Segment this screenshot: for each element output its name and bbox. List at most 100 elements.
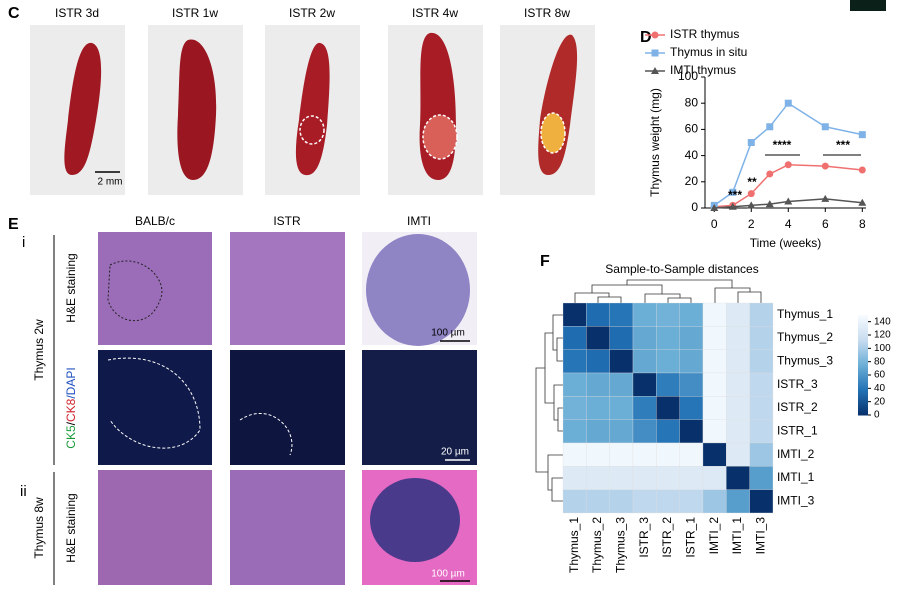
heatmap-cell bbox=[656, 302, 680, 327]
micrographs bbox=[98, 232, 477, 585]
marker bbox=[728, 202, 737, 210]
row-group: Thymus 2w bbox=[32, 319, 46, 381]
heatmap-cell bbox=[609, 419, 634, 444]
image-fragment bbox=[850, 0, 886, 11]
column-label: IMTI_2 bbox=[707, 517, 721, 555]
stain-label: H&E staining bbox=[64, 493, 78, 562]
y-axis-label: Thymus weight (mg) bbox=[648, 88, 662, 197]
marker bbox=[766, 123, 774, 131]
row-label: Thymus_2 bbox=[777, 330, 833, 344]
colorbar-segment bbox=[858, 341, 868, 344]
heatmap-cell bbox=[586, 349, 610, 374]
colorbar-segment bbox=[858, 383, 868, 386]
heatmap-cell bbox=[679, 419, 704, 444]
heatmap-cell bbox=[656, 466, 680, 490]
colorbar-segment bbox=[858, 411, 868, 414]
colorbar-label: 120 bbox=[874, 330, 891, 341]
colorbar-label: 60 bbox=[874, 370, 886, 381]
colorbar-segment bbox=[858, 393, 868, 396]
colorbar-segment bbox=[858, 403, 868, 406]
heatmap-cell bbox=[632, 349, 657, 374]
legend-label: IMTI thymus bbox=[670, 63, 736, 77]
column-label: Thymus_2 bbox=[590, 517, 604, 573]
colorbar-segment bbox=[858, 361, 868, 364]
colorbar-segment bbox=[858, 401, 868, 404]
heatmap-cell bbox=[702, 349, 727, 374]
marker bbox=[821, 123, 829, 131]
heatmap-cell bbox=[562, 419, 587, 444]
heatmap-cell bbox=[656, 372, 680, 397]
colorbar-segment bbox=[858, 343, 868, 346]
marker bbox=[766, 170, 774, 178]
heatmap-cell bbox=[586, 396, 610, 420]
colorbar-segment bbox=[858, 397, 868, 400]
heatmap-cell bbox=[726, 302, 750, 327]
colorbar-segment bbox=[858, 335, 868, 338]
heatmap-cell bbox=[609, 302, 634, 327]
stain-part: /DAPI bbox=[64, 367, 78, 398]
panel-label: E bbox=[8, 216, 19, 233]
heatmap-cell bbox=[726, 419, 750, 444]
heatmap-cell bbox=[609, 326, 634, 350]
heatmap-cell bbox=[702, 396, 727, 420]
heatmap-cell bbox=[749, 302, 774, 327]
colorbar-segment bbox=[858, 385, 868, 388]
heatmap-cell bbox=[632, 372, 657, 397]
heatmap-cell bbox=[562, 442, 587, 467]
heatmap-cell bbox=[586, 419, 610, 444]
heatmap-cell bbox=[586, 466, 610, 490]
colorbar-segment bbox=[858, 315, 868, 318]
colorbar-segment bbox=[858, 351, 868, 354]
y-tick-label: 40 bbox=[685, 148, 699, 162]
heatmap-cell bbox=[726, 349, 750, 374]
heatmap-cell bbox=[702, 419, 727, 444]
marker bbox=[729, 188, 737, 196]
colorbar-segment bbox=[858, 369, 868, 372]
heatmap-cell bbox=[656, 326, 680, 350]
colorbar-segment bbox=[858, 355, 868, 358]
colorbar-segment bbox=[858, 407, 868, 410]
marker bbox=[858, 131, 866, 139]
colorbar-segment bbox=[858, 363, 868, 366]
column-title: BALB/c bbox=[135, 214, 175, 228]
row-marker: i bbox=[22, 234, 25, 251]
heatmap-cell bbox=[679, 326, 704, 350]
significance: ** bbox=[747, 175, 757, 189]
row-group: Thymus 8w bbox=[32, 497, 46, 559]
marker bbox=[784, 197, 793, 205]
photo bbox=[265, 25, 360, 195]
colorbar-segment bbox=[858, 373, 868, 376]
photo bbox=[30, 25, 125, 195]
heatmap-cell bbox=[749, 396, 774, 420]
column-label: ISTR_2 bbox=[660, 517, 674, 558]
heatmap-cell bbox=[679, 466, 704, 490]
row-marker: ii bbox=[20, 483, 27, 500]
colorbar-segment bbox=[858, 359, 868, 362]
colorbar-segment bbox=[858, 391, 868, 394]
stain-part: CK8 bbox=[64, 398, 78, 422]
scale-text: 100 µm bbox=[431, 569, 465, 580]
heatmap-cell bbox=[586, 326, 610, 350]
significance: *** bbox=[836, 138, 850, 152]
x-tick-label: 4 bbox=[785, 217, 792, 231]
y-tick-label: 100 bbox=[678, 69, 698, 83]
column-label: ISTR_3 bbox=[637, 517, 651, 558]
y-tick-label: 60 bbox=[685, 122, 699, 136]
heatmap-cell bbox=[609, 349, 634, 374]
heatmap-cell bbox=[562, 466, 587, 490]
colorbar-segment bbox=[858, 357, 868, 360]
heatmap-cell bbox=[679, 442, 704, 467]
heatmap-cell bbox=[586, 372, 610, 397]
row-label: ISTR_1 bbox=[777, 423, 818, 437]
colorbar-segment bbox=[858, 321, 868, 324]
heatmap-cell bbox=[562, 372, 587, 397]
marker bbox=[858, 166, 866, 174]
heatmap-cell bbox=[702, 326, 727, 350]
marker bbox=[821, 162, 829, 170]
row-label: IMTI_1 bbox=[777, 470, 815, 484]
x-tick-label: 8 bbox=[859, 217, 866, 231]
heatmap-cell bbox=[656, 442, 680, 467]
dendrogram bbox=[535, 279, 762, 502]
photo-title: ISTR 2w bbox=[289, 6, 335, 20]
heatmap-cell bbox=[632, 466, 657, 490]
